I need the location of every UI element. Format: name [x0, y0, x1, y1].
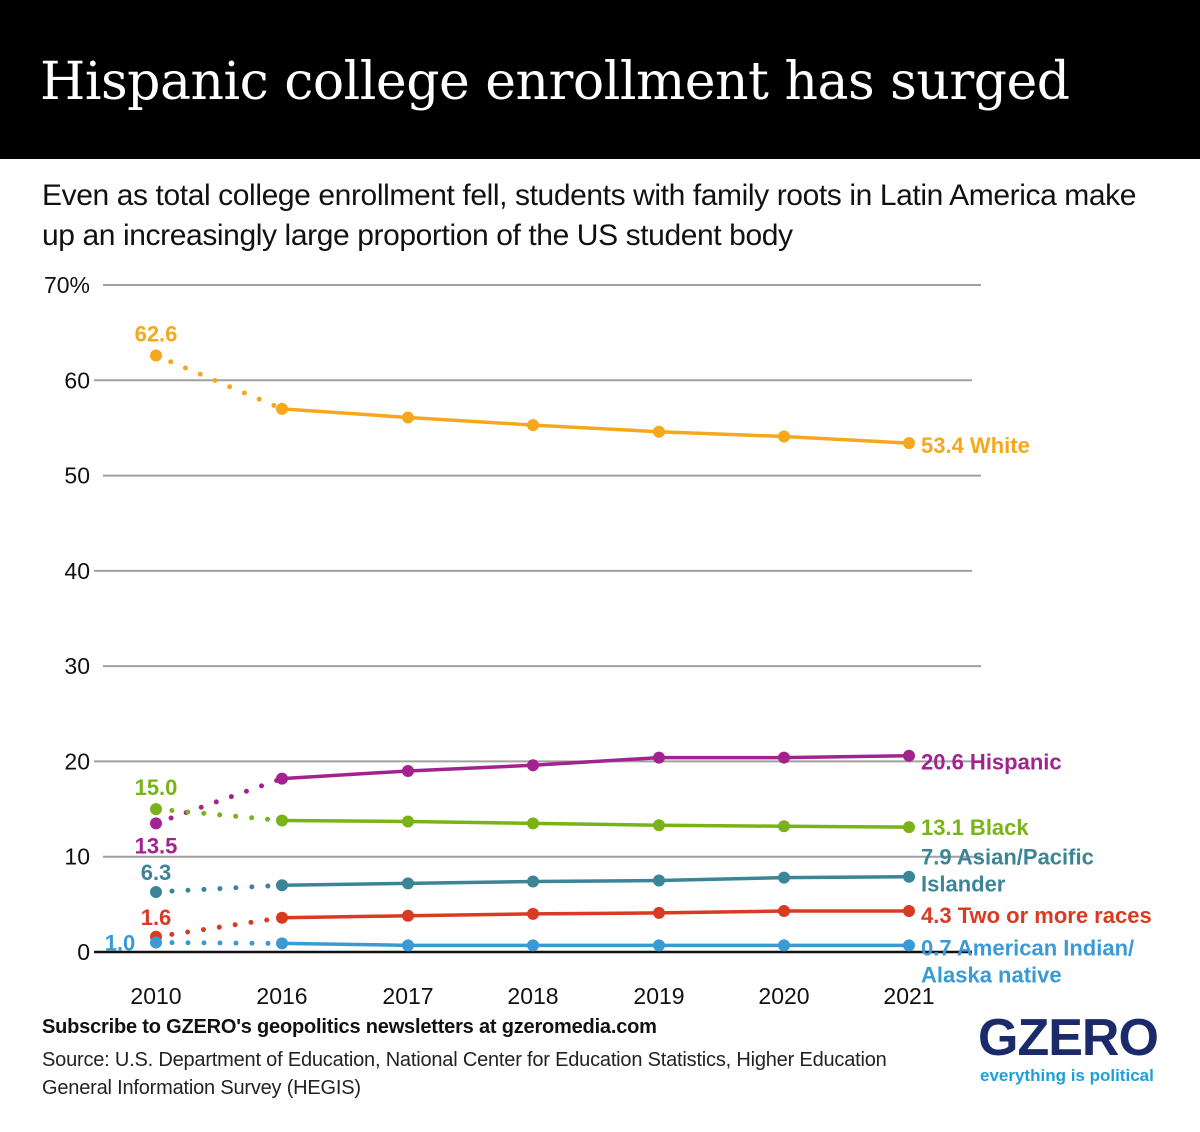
data-point: [653, 874, 665, 887]
gzero-logo: GZERO everything is political: [978, 1009, 1159, 1086]
end-series-label: 7.9 Asian/Pacific: [921, 845, 1094, 870]
data-point: [903, 870, 915, 883]
data-point: [527, 817, 539, 830]
y-tick-label: 10: [64, 844, 90, 870]
data-point: [276, 911, 288, 924]
data-point: [903, 821, 915, 834]
data-point: [778, 430, 790, 443]
start-value-label: 13.5: [135, 833, 178, 858]
x-tick-label: 2016: [256, 983, 307, 1009]
series-dotted-segment: [153, 939, 285, 946]
series-dotted-segment: [153, 882, 285, 895]
end-series-label: Alaska native: [921, 962, 1062, 987]
series-line: [281, 909, 909, 920]
data-point: [402, 877, 414, 890]
x-tick-label: 2010: [130, 983, 181, 1009]
data-point: [402, 411, 414, 424]
subscribe-link[interactable]: Subscribe to GZERO's geopolitics newslet…: [42, 1016, 657, 1038]
source-note: Source: U.S. Department of Education, Na…: [42, 1049, 887, 1099]
data-point: [778, 905, 790, 918]
start-value-label: 62.6: [135, 322, 178, 347]
x-tick-label: 2021: [883, 983, 934, 1009]
y-tick-label: 40: [64, 558, 90, 584]
y-tick-label: 50: [64, 463, 90, 489]
x-tick-label: 2017: [382, 983, 433, 1009]
start-value-label: 1.0: [105, 930, 136, 955]
data-point: [276, 772, 288, 785]
series-dotted-segment: [153, 353, 285, 412]
series-dotted-segment: [153, 915, 285, 940]
data-point: [527, 759, 539, 772]
data-point: [276, 814, 288, 827]
y-tick-label: 60: [64, 367, 90, 393]
end-series-label: 4.3 Two or more races: [921, 903, 1152, 928]
y-tick-label: 20: [64, 748, 90, 774]
logo-wordmark: GZERO: [978, 1009, 1159, 1067]
data-point: [778, 751, 790, 764]
chart-subtitle: Even as total college enrollment fell, s…: [42, 179, 1137, 252]
end-series-label: Islander: [921, 872, 1006, 897]
x-tick-label: 2020: [758, 983, 809, 1009]
end-series-label: 53.4 White: [921, 433, 1030, 458]
data-point: [150, 817, 162, 830]
y-tick-label: 70%: [44, 272, 90, 298]
data-point: [903, 905, 915, 918]
series-dotted-segment: [153, 806, 285, 824]
logo-tagline: everything is political: [980, 1066, 1154, 1085]
data-point: [778, 871, 790, 884]
start-value-label: 6.3: [141, 860, 172, 885]
data-point: [903, 437, 915, 450]
data-point: [150, 803, 162, 816]
start-value-label: 1.6: [141, 905, 172, 930]
chart-title: Hispanic college enrollment has surged: [40, 52, 1070, 112]
series-line: [281, 407, 910, 445]
y-tick-label: 0: [77, 939, 90, 965]
series-line: [281, 874, 910, 888]
end-series-label: 0.7 American Indian/: [921, 935, 1134, 960]
end-series-label: 20.6 Hispanic: [921, 750, 1062, 775]
data-point: [527, 939, 539, 952]
data-point: [778, 820, 790, 833]
end-series-label: 13.1 Black: [921, 815, 1029, 840]
data-point: [653, 425, 665, 438]
data-point: [276, 402, 288, 415]
data-point: [778, 939, 790, 952]
data-point: [402, 764, 414, 777]
x-tick-label: 2019: [633, 983, 684, 1009]
x-tick-label: 2018: [507, 983, 558, 1009]
data-point: [527, 875, 539, 888]
data-point: [276, 937, 288, 950]
data-point: [903, 939, 915, 952]
data-point: [402, 909, 414, 922]
data-point: [402, 939, 414, 952]
data-point: [527, 907, 539, 920]
data-point: [276, 879, 288, 892]
data-point: [150, 885, 162, 898]
data-point: [653, 906, 665, 919]
series-line: [281, 941, 909, 948]
data-point: [150, 349, 162, 362]
line-chart: 0 10 20 30 40 50 60 70% 2010 2016 2017 2018 2019 2020…: [44, 272, 1152, 1009]
data-point: [653, 819, 665, 832]
data-point: [150, 936, 162, 949]
start-value-label: 15.0: [135, 775, 178, 800]
y-tick-label: 30: [64, 653, 90, 679]
series-dotted-segment: [153, 776, 285, 826]
data-point: [903, 749, 915, 762]
series-line: [281, 753, 910, 781]
title-banner: Hispanic college enrollment has surged: [0, 0, 1200, 159]
series-line: [281, 818, 910, 829]
data-point: [653, 939, 665, 952]
data-point: [527, 419, 539, 432]
data-point: [653, 751, 665, 764]
data-point: [402, 815, 414, 828]
